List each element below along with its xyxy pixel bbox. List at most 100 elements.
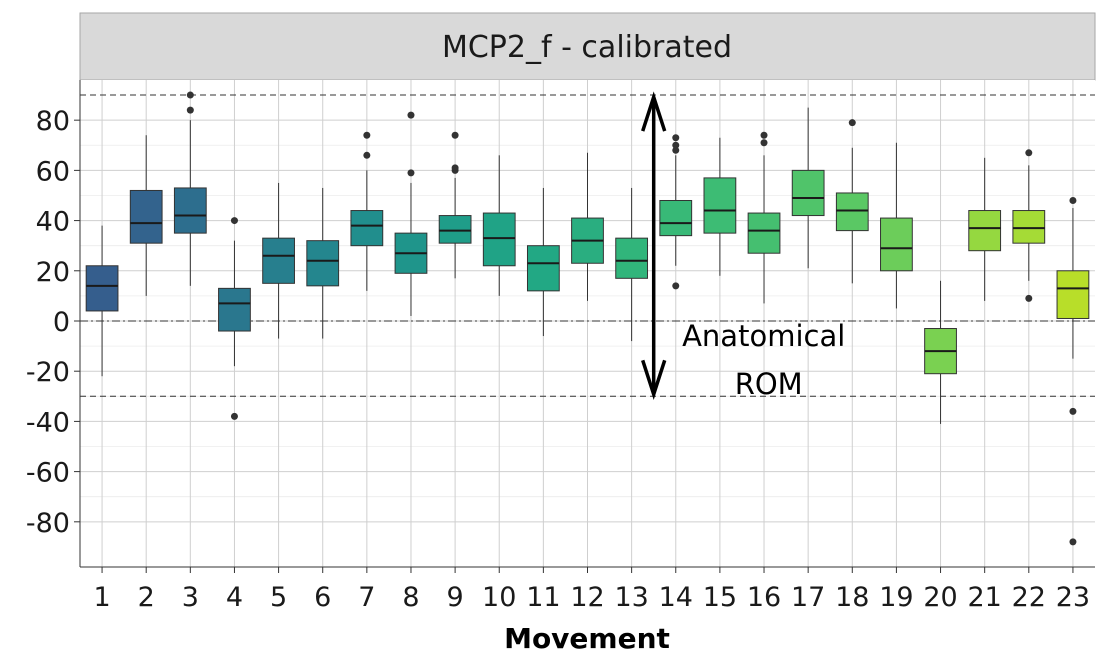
box-8 — [394, 111, 428, 316]
x-tick-label: 9 — [447, 582, 464, 613]
box-7 — [350, 131, 384, 291]
outlier-point — [407, 111, 415, 119]
box-body — [350, 210, 384, 247]
box-body — [1012, 210, 1046, 244]
box-15 — [703, 137, 737, 276]
x-tick-label: 2 — [138, 582, 155, 613]
box-19 — [880, 142, 913, 309]
box-body — [703, 177, 737, 234]
box-4 — [218, 217, 251, 420]
y-tick-label: -60 — [26, 458, 70, 489]
box-body — [85, 265, 119, 312]
y-axis-ticks: 80 60 40 20 0 -20 -40 -60 -80 — [26, 106, 80, 539]
x-axis-title: Movement — [504, 622, 670, 655]
rom-arrow-head-bottom — [641, 359, 667, 400]
box-18 — [835, 119, 869, 284]
x-tick-label: 8 — [402, 582, 419, 613]
outlier-point — [760, 139, 768, 147]
x-tick-label: 15 — [703, 582, 737, 613]
chart-title: MCP2_f - calibrated — [442, 30, 732, 65]
x-tick-label: 18 — [835, 582, 869, 613]
outlier-point — [363, 151, 371, 159]
box-17 — [791, 107, 825, 269]
box-body — [526, 245, 560, 292]
x-tick-label: 3 — [182, 582, 199, 613]
y-tick-label: -40 — [26, 407, 70, 438]
boxes — [85, 91, 1090, 546]
outlier-point — [672, 146, 680, 154]
box-body — [262, 237, 295, 284]
rom-arrow-head-top — [641, 91, 667, 132]
outlier-point — [760, 131, 768, 139]
box-1 — [85, 225, 119, 377]
x-tick-label: 14 — [659, 582, 693, 613]
box-body — [129, 189, 163, 244]
outlier-point — [672, 141, 680, 149]
outlier-point — [672, 134, 680, 142]
outlier-point — [1069, 407, 1077, 415]
outlier-point — [230, 412, 238, 420]
x-tick-label: 11 — [526, 582, 560, 613]
box-14 — [659, 134, 693, 290]
outlier-point — [1025, 149, 1033, 157]
y-tick-label: 60 — [36, 156, 70, 187]
x-tick-label: 22 — [1012, 582, 1046, 613]
x-tick-label: 16 — [747, 582, 781, 613]
box-21 — [968, 157, 1002, 301]
x-tick-label: 5 — [270, 582, 287, 613]
x-tick-label: 19 — [879, 582, 913, 613]
box-body — [1056, 270, 1090, 319]
reference-lines — [80, 94, 1095, 397]
box-body — [747, 212, 781, 254]
x-tick-label: 10 — [482, 582, 516, 613]
box-body — [218, 287, 251, 332]
annotation-label-line1: Anatomical — [682, 319, 845, 353]
outlier-point — [1069, 538, 1077, 546]
y-tick-label: 40 — [36, 207, 70, 238]
y-tick-label: 0 — [53, 307, 70, 338]
outlier-point — [1069, 196, 1077, 204]
annotation-label-line2: ROM — [735, 367, 803, 401]
x-axis-ticks: 1 2 3 4 5 6 7 8 9 10 11 12 13 14 15 16 17 18 19 20 21 22 23 — [93, 567, 1090, 613]
x-tick-label: 6 — [314, 582, 331, 613]
box-body — [482, 212, 516, 267]
x-tick-label: 23 — [1056, 582, 1090, 613]
box-2 — [129, 135, 163, 296]
box-12 — [571, 152, 604, 301]
outlier-point — [672, 282, 680, 290]
box-20 — [924, 280, 957, 424]
x-tick-label: 13 — [614, 582, 648, 613]
outlier-point — [230, 217, 238, 225]
box-body — [880, 217, 913, 272]
box-body — [438, 215, 472, 244]
x-tick-label: 1 — [93, 582, 110, 613]
x-tick-label: 21 — [967, 582, 1001, 613]
box-body — [615, 237, 649, 279]
outlier-point — [407, 169, 415, 177]
box-22 — [1012, 149, 1046, 302]
box-13 — [615, 187, 649, 342]
x-tick-label: 12 — [570, 582, 604, 613]
x-tick-label: 20 — [923, 582, 957, 613]
box-6 — [306, 187, 340, 339]
box-body — [173, 187, 207, 234]
x-tick-label: 4 — [226, 582, 243, 613]
box-5 — [262, 182, 295, 339]
box-16 — [747, 131, 781, 304]
box-body — [968, 210, 1002, 252]
anatomical-rom-annotation: Anatomical ROM — [641, 91, 845, 401]
y-tick-label: 80 — [36, 106, 70, 137]
box-body — [306, 240, 340, 287]
x-tick-label: 17 — [791, 582, 825, 613]
outlier-point — [1025, 294, 1033, 302]
outlier-point — [848, 119, 856, 127]
box-23 — [1056, 196, 1090, 546]
box-body — [835, 192, 869, 232]
box-body — [659, 199, 693, 237]
outlier-point — [186, 91, 194, 99]
outlier-point — [186, 106, 194, 114]
box-10 — [482, 155, 516, 296]
facet-strip — [79, 12, 1096, 81]
box-11 — [526, 187, 560, 337]
